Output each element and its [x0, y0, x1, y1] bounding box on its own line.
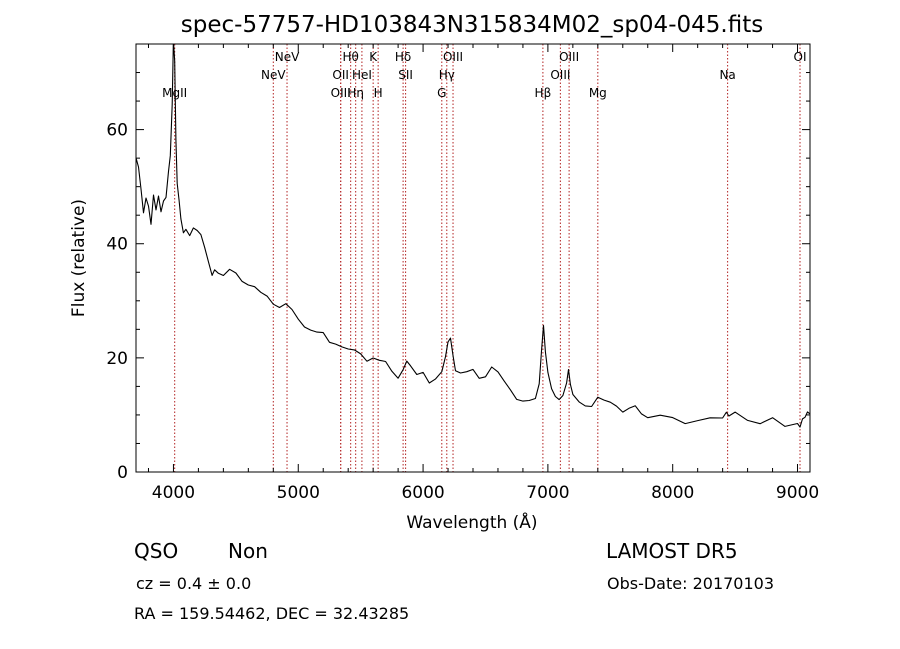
- x-tick-label: 7000: [526, 483, 569, 503]
- ra-dec: RA = 159.54462, DEC = 32.43285: [134, 604, 409, 623]
- emission-line-label: OIII: [550, 68, 570, 82]
- emission-line-label: H: [374, 86, 383, 100]
- emission-line-label: OIII: [443, 50, 463, 64]
- x-axis-title: Wavelength (Å): [406, 511, 537, 533]
- emission-line-label: Hγ: [439, 68, 455, 82]
- y-axis-title: Flux (relative): [69, 199, 89, 317]
- x-tick-label: 5000: [277, 483, 320, 503]
- survey-name: LAMOST DR5: [606, 539, 738, 563]
- object-class: QSO: [134, 539, 178, 563]
- y-tick-label: 60: [106, 121, 128, 141]
- spectrum-series: [136, 44, 810, 428]
- emission-line-label: Na: [719, 68, 735, 82]
- emission-line-label: NeV: [261, 68, 286, 82]
- x-tick-label: 8000: [651, 483, 694, 503]
- emission-line-label: K: [369, 50, 378, 64]
- y-tick-label: 0: [117, 463, 128, 483]
- emission-line-label: OIII: [559, 50, 579, 64]
- emission-line-label: Hθ: [342, 50, 358, 64]
- emission-line-label: OII: [332, 68, 349, 82]
- emission-line-labels: MgIINeVNeVOIIOIIIHθHηHeIKHHδSIIGHγOIIIHβ…: [162, 50, 806, 100]
- chart-title: spec-57757-HD103843N315834M02_sp04-045.f…: [181, 12, 763, 38]
- emission-line-label: Hδ: [395, 50, 411, 64]
- y-tick-label: 40: [106, 235, 128, 255]
- x-tick-label: 4000: [152, 483, 195, 503]
- object-subclass: Non: [228, 539, 268, 563]
- emission-line-label: Mg: [589, 86, 607, 100]
- emission-line-label: Hη: [347, 86, 364, 100]
- emission-line-label: HeI: [352, 68, 372, 82]
- emission-line-markers: [174, 44, 801, 472]
- emission-line-label: G: [437, 86, 446, 100]
- emission-line-label: SII: [398, 68, 413, 82]
- x-tick-label: 9000: [776, 483, 819, 503]
- spectrum-flux-line: [136, 44, 810, 428]
- plot-frame: [135, 43, 811, 473]
- redshift-cz: cz = 0.4 ± 0.0: [136, 574, 251, 593]
- emission-line-label: OI: [794, 50, 807, 64]
- x-tick-label: 6000: [401, 483, 444, 503]
- y-tick-label: 20: [106, 349, 128, 369]
- emission-line-label: NeV: [275, 50, 300, 64]
- emission-line-label: Hβ: [535, 86, 552, 100]
- axis-ticks: 4000 5000 6000 7000 8000 9000 0 20 40 60: [106, 44, 819, 503]
- observation-date: Obs-Date: 20170103: [607, 574, 774, 593]
- emission-line-label: OIII: [331, 86, 351, 100]
